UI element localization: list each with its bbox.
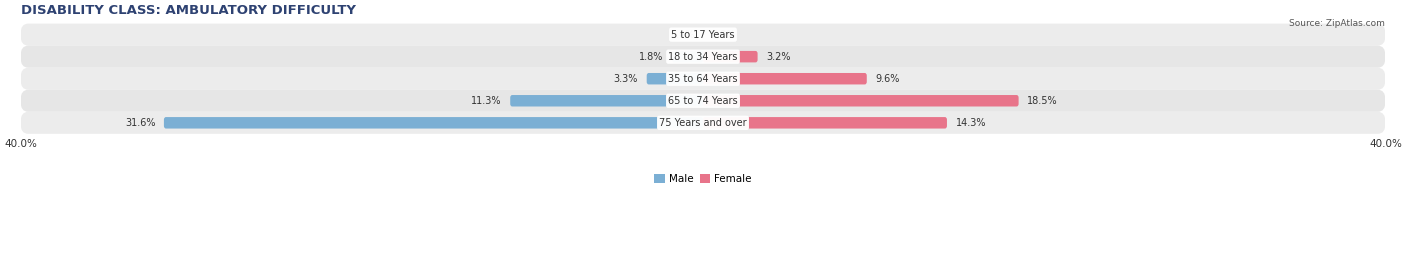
FancyBboxPatch shape bbox=[647, 73, 703, 84]
Text: 18 to 34 Years: 18 to 34 Years bbox=[668, 52, 738, 62]
FancyBboxPatch shape bbox=[21, 46, 1385, 68]
FancyBboxPatch shape bbox=[165, 117, 703, 129]
Text: 75 Years and over: 75 Years and over bbox=[659, 118, 747, 128]
Text: 9.6%: 9.6% bbox=[876, 74, 900, 84]
FancyBboxPatch shape bbox=[703, 51, 758, 62]
Text: 31.6%: 31.6% bbox=[125, 118, 156, 128]
Text: 3.3%: 3.3% bbox=[614, 74, 638, 84]
Legend: Male, Female: Male, Female bbox=[650, 170, 756, 188]
FancyBboxPatch shape bbox=[21, 24, 1385, 46]
Text: 1.8%: 1.8% bbox=[640, 52, 664, 62]
FancyBboxPatch shape bbox=[21, 112, 1385, 134]
Text: Source: ZipAtlas.com: Source: ZipAtlas.com bbox=[1289, 19, 1385, 28]
FancyBboxPatch shape bbox=[703, 95, 1018, 106]
Text: 18.5%: 18.5% bbox=[1028, 96, 1057, 106]
Text: 11.3%: 11.3% bbox=[471, 96, 502, 106]
Text: 0.0%: 0.0% bbox=[671, 30, 695, 40]
Text: DISABILITY CLASS: AMBULATORY DIFFICULTY: DISABILITY CLASS: AMBULATORY DIFFICULTY bbox=[21, 4, 356, 17]
Text: 65 to 74 Years: 65 to 74 Years bbox=[668, 96, 738, 106]
FancyBboxPatch shape bbox=[21, 90, 1385, 112]
FancyBboxPatch shape bbox=[510, 95, 703, 106]
FancyBboxPatch shape bbox=[21, 68, 1385, 90]
FancyBboxPatch shape bbox=[672, 51, 703, 62]
Text: 5 to 17 Years: 5 to 17 Years bbox=[671, 30, 735, 40]
Text: 35 to 64 Years: 35 to 64 Years bbox=[668, 74, 738, 84]
FancyBboxPatch shape bbox=[703, 117, 948, 129]
Text: 3.2%: 3.2% bbox=[766, 52, 790, 62]
Text: 14.3%: 14.3% bbox=[956, 118, 986, 128]
Text: 0.0%: 0.0% bbox=[711, 30, 735, 40]
FancyBboxPatch shape bbox=[703, 73, 866, 84]
